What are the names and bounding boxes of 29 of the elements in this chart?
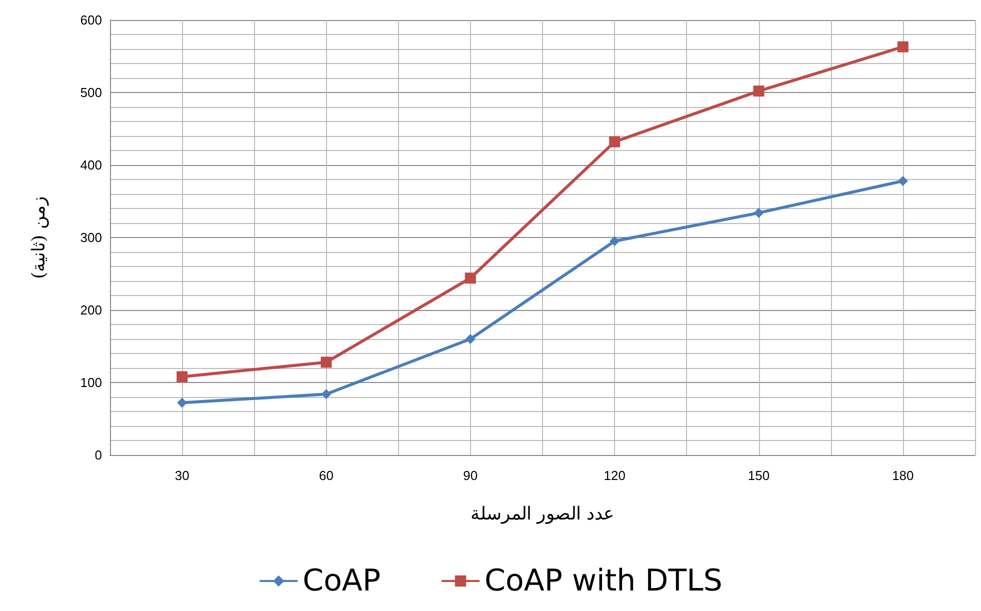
y-tick-label: 200 [80,302,102,318]
x-tick-label: 150 [748,468,770,483]
y-tick-label: 600 [80,12,102,28]
x-axis-title: عدد الصور المرسلة [470,504,615,524]
point [898,176,908,186]
x-tick-label: 120 [604,468,626,483]
point [176,371,188,382]
point [320,356,332,368]
x-tick-label: 90 [463,468,478,483]
point [464,272,476,284]
point [754,208,764,218]
y-tick-label: 500 [80,85,102,100]
x-tick-label: 180 [892,468,914,483]
y-tick-label: 400 [80,158,102,172]
point [897,41,908,52]
point [321,389,332,400]
point [609,136,620,148]
point [177,398,188,408]
legend-label: CoAP with DTLS [484,564,722,598]
y-tick-label: 0 [94,448,102,462]
x-tick-label: 60 [319,468,334,483]
point [465,334,476,344]
point [753,86,764,97]
y-tick-label: 100 [80,375,102,390]
y-tick-label: 300 [80,230,102,245]
point [610,236,620,246]
x-tick-label: 30 [174,468,190,483]
legend-label: CoAP [302,564,381,598]
y-axis-title: زمن (ثانية) [28,196,50,279]
